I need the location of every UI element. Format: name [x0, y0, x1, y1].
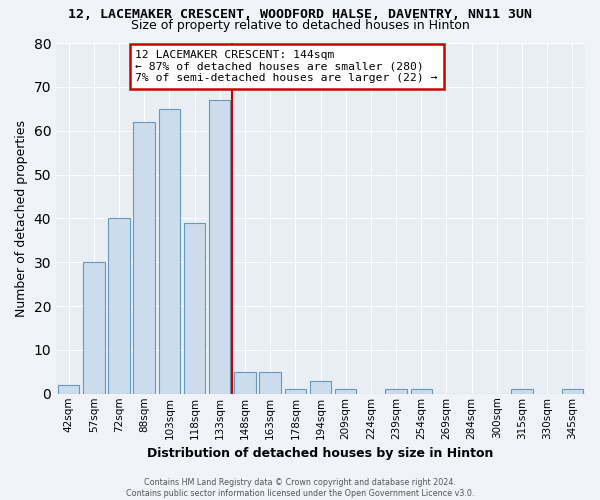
- Bar: [109, 218, 130, 394]
- Bar: [133, 122, 155, 394]
- Bar: [335, 390, 356, 394]
- Bar: [284, 390, 306, 394]
- Bar: [234, 372, 256, 394]
- X-axis label: Distribution of detached houses by size in Hinton: Distribution of detached houses by size …: [148, 447, 494, 460]
- Y-axis label: Number of detached properties: Number of detached properties: [15, 120, 28, 317]
- Text: 12 LACEMAKER CRESCENT: 144sqm
← 87% of detached houses are smaller (280)
7% of s: 12 LACEMAKER CRESCENT: 144sqm ← 87% of d…: [136, 50, 438, 83]
- Bar: [209, 100, 230, 394]
- Text: Size of property relative to detached houses in Hinton: Size of property relative to detached ho…: [131, 18, 469, 32]
- Bar: [58, 385, 79, 394]
- Text: Contains HM Land Registry data © Crown copyright and database right 2024.
Contai: Contains HM Land Registry data © Crown c…: [126, 478, 474, 498]
- Text: 12, LACEMAKER CRESCENT, WOODFORD HALSE, DAVENTRY, NN11 3UN: 12, LACEMAKER CRESCENT, WOODFORD HALSE, …: [68, 8, 532, 20]
- Bar: [184, 223, 205, 394]
- Bar: [259, 372, 281, 394]
- Bar: [83, 262, 104, 394]
- Bar: [310, 380, 331, 394]
- Bar: [511, 390, 533, 394]
- Bar: [410, 390, 432, 394]
- Bar: [385, 390, 407, 394]
- Bar: [562, 390, 583, 394]
- Bar: [158, 109, 180, 394]
